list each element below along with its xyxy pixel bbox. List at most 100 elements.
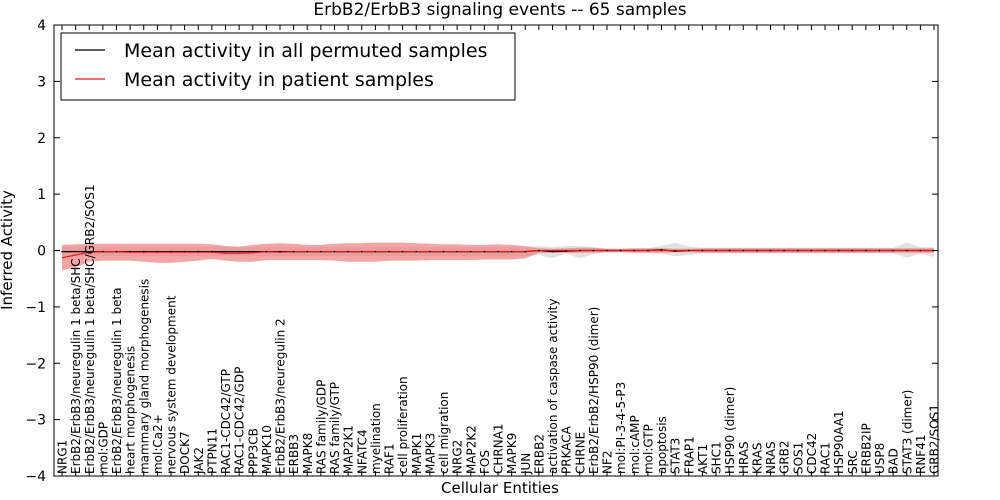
x-tick-label: mol:Ca2+ xyxy=(151,414,165,474)
permuted-point xyxy=(238,250,240,253)
permuted-point xyxy=(510,250,513,253)
permuted-point xyxy=(170,250,172,253)
legend-label-patient: Mean activity in patient samples xyxy=(124,69,434,91)
permuted-point xyxy=(756,249,758,252)
x-tick-label: NRAS xyxy=(764,441,778,474)
x-tick-label: SOS1 xyxy=(791,442,805,474)
permuted-point xyxy=(279,250,281,253)
x-tick-label: CHRNA1 xyxy=(492,423,506,474)
x-tick-label: cell proliferation xyxy=(396,376,410,474)
x-tick-label: RAS family/GDP xyxy=(314,380,328,474)
x-tick-label: HSP90 (dimer) xyxy=(723,387,737,474)
x-tick-label: RAC1-CDC42/GTP xyxy=(219,369,233,474)
permuted-point xyxy=(565,250,567,252)
y-axis-title: Inferred Activity xyxy=(0,190,16,310)
x-tick-label: PTPN11 xyxy=(205,428,219,474)
x-tick-label: MAPK1 xyxy=(410,433,424,474)
x-tick-label: FOS xyxy=(478,450,492,474)
permuted-point xyxy=(129,250,131,253)
x-tick-label: MAPK10 xyxy=(260,425,274,474)
permuted-point xyxy=(361,250,363,253)
activity-bands xyxy=(62,242,934,271)
chart-title: ErbB2/ErbB3 signaling events -- 65 sampl… xyxy=(313,0,686,20)
x-tick-label: USP8 xyxy=(873,443,887,474)
x-tick-label: STAT3 (dimer) xyxy=(900,390,914,474)
x-tick-label: mol:GDP xyxy=(96,422,110,474)
x-tick-label: STAT3 xyxy=(669,438,683,474)
x-tick-label: SRC xyxy=(846,450,860,474)
x-tick-label: MAP2K1 xyxy=(342,425,356,474)
x-tick-label: ErbB2/ErbB3/neuregulin 1 beta xyxy=(110,287,124,474)
permuted-point xyxy=(919,249,922,252)
x-tick-label: MAPK3 xyxy=(423,433,437,474)
permuted-point xyxy=(388,250,390,253)
y-axis: −4 −3 −2 −1 0 1 2 3 4 xyxy=(25,18,938,485)
x-tick-label: ERBB2 xyxy=(532,434,546,474)
permuted-point xyxy=(211,250,213,253)
x-tick-label: KRAS xyxy=(750,442,764,474)
permuted-point xyxy=(851,249,854,252)
x-tick-label: cell migration xyxy=(437,392,451,474)
permuted-point xyxy=(633,249,636,252)
permuted-point xyxy=(88,250,91,253)
x-tick-label: HSP90AA1 xyxy=(832,410,846,474)
permuted-point xyxy=(783,249,785,252)
permuted-point xyxy=(892,249,894,252)
permuted-point xyxy=(579,249,581,252)
y-tick-label: 4 xyxy=(37,18,46,34)
permuted-point xyxy=(252,250,254,253)
permuted-point xyxy=(701,249,704,252)
x-tick-label: myelination xyxy=(369,403,383,474)
permuted-point xyxy=(606,249,608,252)
x-tick-label: mol:GTP xyxy=(641,424,655,474)
x-tick-label: activation of caspase activity xyxy=(546,299,560,474)
x-tick-label: NFATC4 xyxy=(355,429,369,474)
x-tick-label: apoptosis xyxy=(655,416,669,474)
permuted-point xyxy=(374,250,377,253)
x-tick-label: NRG1 xyxy=(56,440,70,474)
permuted-point xyxy=(810,249,813,252)
permuted-point xyxy=(224,250,227,253)
x-tick-label: JUN xyxy=(519,453,533,475)
x-tick-label: ErbB2/ErbB3/neuregulin 2 xyxy=(274,318,288,474)
permuted-point xyxy=(906,249,908,252)
x-tick-label: DOCK7 xyxy=(178,431,192,474)
x-axis-title: Cellular Entities xyxy=(441,479,559,497)
x-tick-label: GRB2 xyxy=(778,440,792,474)
x-tick-label: RAC1 xyxy=(819,442,833,474)
permuted-point xyxy=(878,249,881,252)
permuted-point xyxy=(265,250,268,253)
permuted-point xyxy=(183,250,186,253)
x-tick-label: CHRNE xyxy=(573,432,587,474)
y-tick-label: 2 xyxy=(37,131,46,147)
x-tick-label: FRAP1 xyxy=(682,436,696,474)
x-tick-label: AKT1 xyxy=(696,444,710,474)
permuted-point xyxy=(592,249,595,252)
x-axis: NRG1 ErbB2/ErbB3/neuregulin 1 beta/SHC Erb… xyxy=(56,25,942,476)
permuted-point xyxy=(333,250,336,253)
permuted-point xyxy=(292,250,295,253)
x-tick-label: ErbB2/ErbB2/HSP90 (dimer) xyxy=(587,307,601,474)
permuted-point xyxy=(688,249,690,252)
x-tick-label: RAS family/GTP xyxy=(328,382,342,474)
x-tick-label: JAK2 xyxy=(192,447,206,475)
x-tick-label: MAPK8 xyxy=(301,433,315,474)
legend: Mean activity in all permuted samples Me… xyxy=(60,32,516,101)
permuted-point xyxy=(715,249,717,252)
x-tick-label: ErbB2/ErbB3/neuregulin 1 beta/SHC xyxy=(69,258,83,474)
permuted-point xyxy=(442,250,445,253)
permuted-point xyxy=(456,250,458,253)
x-tick-label: GRB2/SOS1 xyxy=(928,404,942,474)
x-tick-label: NF2 xyxy=(601,450,615,474)
y-tick-label: 0 xyxy=(37,244,46,260)
permuted-point xyxy=(415,250,418,253)
y-tick-label: −4 xyxy=(25,469,46,485)
x-tick-label: RAC1-CDC42/GDP xyxy=(233,367,247,474)
permuted-point xyxy=(306,250,309,253)
permuted-point xyxy=(674,250,676,252)
y-tick-label: 3 xyxy=(37,74,46,90)
y-tick-label: 1 xyxy=(37,187,46,203)
permuted-point xyxy=(769,249,772,252)
permuted-point xyxy=(497,250,499,253)
